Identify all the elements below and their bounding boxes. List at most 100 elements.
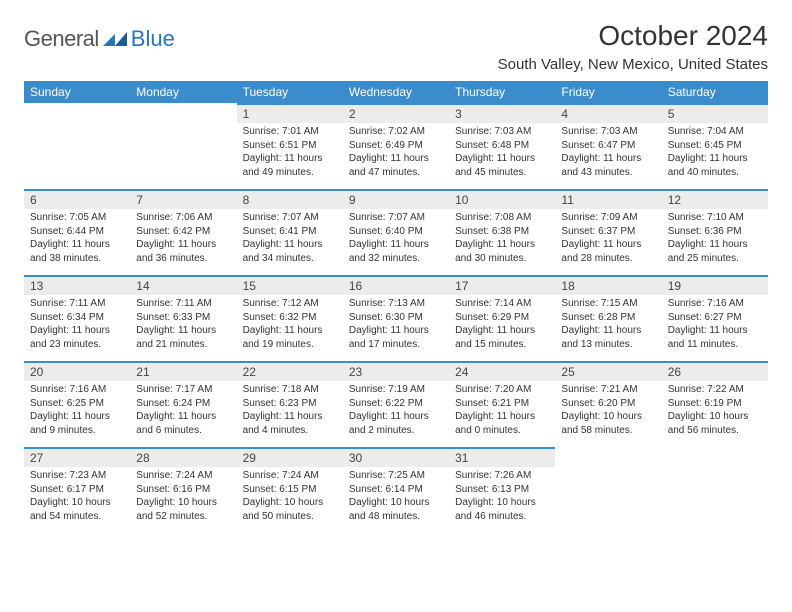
calendar-day-cell: 23Sunrise: 7:19 AMSunset: 6:22 PMDayligh… [343,361,449,447]
calendar-day-cell: 13Sunrise: 7:11 AMSunset: 6:34 PMDayligh… [24,275,130,361]
day-number: 26 [662,361,768,381]
location-text: South Valley, New Mexico, United States [498,56,768,73]
weekday-header: Wednesday [343,81,449,103]
day-number: 25 [555,361,661,381]
day-number: 19 [662,275,768,295]
day-number: 11 [555,189,661,209]
calendar-day-cell: 5Sunrise: 7:04 AMSunset: 6:45 PMDaylight… [662,103,768,189]
calendar-day-cell: 8Sunrise: 7:07 AMSunset: 6:41 PMDaylight… [237,189,343,275]
day-details: Sunrise: 7:06 AMSunset: 6:42 PMDaylight:… [130,209,236,269]
calendar-day-cell: 9Sunrise: 7:07 AMSunset: 6:40 PMDaylight… [343,189,449,275]
logo-text-general: General [24,26,99,52]
calendar-day-cell: 25Sunrise: 7:21 AMSunset: 6:20 PMDayligh… [555,361,661,447]
day-number: 18 [555,275,661,295]
day-details: Sunrise: 7:11 AMSunset: 6:34 PMDaylight:… [24,295,130,355]
day-details: Sunrise: 7:03 AMSunset: 6:48 PMDaylight:… [449,123,555,183]
calendar-day-cell: 19Sunrise: 7:16 AMSunset: 6:27 PMDayligh… [662,275,768,361]
calendar-day-cell: 21Sunrise: 7:17 AMSunset: 6:24 PMDayligh… [130,361,236,447]
calendar-day-cell: 31Sunrise: 7:26 AMSunset: 6:13 PMDayligh… [449,447,555,533]
day-details: Sunrise: 7:16 AMSunset: 6:25 PMDaylight:… [24,381,130,441]
day-number: 21 [130,361,236,381]
day-details: Sunrise: 7:01 AMSunset: 6:51 PMDaylight:… [237,123,343,183]
calendar-day-cell [662,447,768,533]
day-details: Sunrise: 7:20 AMSunset: 6:21 PMDaylight:… [449,381,555,441]
day-details: Sunrise: 7:07 AMSunset: 6:40 PMDaylight:… [343,209,449,269]
calendar-day-cell: 12Sunrise: 7:10 AMSunset: 6:36 PMDayligh… [662,189,768,275]
day-details: Sunrise: 7:24 AMSunset: 6:15 PMDaylight:… [237,467,343,527]
day-number: 29 [237,447,343,467]
day-details: Sunrise: 7:25 AMSunset: 6:14 PMDaylight:… [343,467,449,527]
calendar-day-cell [24,103,130,189]
day-number: 15 [237,275,343,295]
day-number: 8 [237,189,343,209]
day-number: 2 [343,103,449,123]
weekday-header: Saturday [662,81,768,103]
page-title: October 2024 [498,20,768,52]
calendar-day-cell: 29Sunrise: 7:24 AMSunset: 6:15 PMDayligh… [237,447,343,533]
calendar-day-cell: 18Sunrise: 7:15 AMSunset: 6:28 PMDayligh… [555,275,661,361]
calendar-day-cell: 24Sunrise: 7:20 AMSunset: 6:21 PMDayligh… [449,361,555,447]
calendar-day-cell: 17Sunrise: 7:14 AMSunset: 6:29 PMDayligh… [449,275,555,361]
day-number: 5 [662,103,768,123]
day-details: Sunrise: 7:18 AMSunset: 6:23 PMDaylight:… [237,381,343,441]
day-details: Sunrise: 7:02 AMSunset: 6:49 PMDaylight:… [343,123,449,183]
day-details: Sunrise: 7:08 AMSunset: 6:38 PMDaylight:… [449,209,555,269]
calendar-day-cell: 6Sunrise: 7:05 AMSunset: 6:44 PMDaylight… [24,189,130,275]
day-number: 1 [237,103,343,123]
calendar-week-row: 6Sunrise: 7:05 AMSunset: 6:44 PMDaylight… [24,189,768,275]
day-details: Sunrise: 7:10 AMSunset: 6:36 PMDaylight:… [662,209,768,269]
calendar-day-cell [130,103,236,189]
day-details: Sunrise: 7:11 AMSunset: 6:33 PMDaylight:… [130,295,236,355]
day-details: Sunrise: 7:21 AMSunset: 6:20 PMDaylight:… [555,381,661,441]
day-details: Sunrise: 7:09 AMSunset: 6:37 PMDaylight:… [555,209,661,269]
day-details: Sunrise: 7:03 AMSunset: 6:47 PMDaylight:… [555,123,661,183]
weekday-header: Friday [555,81,661,103]
calendar-day-cell: 28Sunrise: 7:24 AMSunset: 6:16 PMDayligh… [130,447,236,533]
calendar-day-cell: 10Sunrise: 7:08 AMSunset: 6:38 PMDayligh… [449,189,555,275]
day-details: Sunrise: 7:07 AMSunset: 6:41 PMDaylight:… [237,209,343,269]
weekday-header: Tuesday [237,81,343,103]
weekday-header: Monday [130,81,236,103]
day-number: 9 [343,189,449,209]
calendar-day-cell: 3Sunrise: 7:03 AMSunset: 6:48 PMDaylight… [449,103,555,189]
calendar-day-cell [555,447,661,533]
day-details: Sunrise: 7:15 AMSunset: 6:28 PMDaylight:… [555,295,661,355]
calendar-day-cell: 1Sunrise: 7:01 AMSunset: 6:51 PMDaylight… [237,103,343,189]
day-number: 16 [343,275,449,295]
calendar-day-cell: 2Sunrise: 7:02 AMSunset: 6:49 PMDaylight… [343,103,449,189]
day-number: 17 [449,275,555,295]
day-number: 4 [555,103,661,123]
day-details: Sunrise: 7:26 AMSunset: 6:13 PMDaylight:… [449,467,555,527]
day-number: 30 [343,447,449,467]
day-details: Sunrise: 7:17 AMSunset: 6:24 PMDaylight:… [130,381,236,441]
day-number: 13 [24,275,130,295]
day-details: Sunrise: 7:05 AMSunset: 6:44 PMDaylight:… [24,209,130,269]
calendar-week-row: 13Sunrise: 7:11 AMSunset: 6:34 PMDayligh… [24,275,768,361]
weekday-header: Sunday [24,81,130,103]
calendar-day-cell: 26Sunrise: 7:22 AMSunset: 6:19 PMDayligh… [662,361,768,447]
day-number: 12 [662,189,768,209]
day-number: 10 [449,189,555,209]
day-number: 6 [24,189,130,209]
day-details: Sunrise: 7:22 AMSunset: 6:19 PMDaylight:… [662,381,768,441]
calendar-day-cell: 11Sunrise: 7:09 AMSunset: 6:37 PMDayligh… [555,189,661,275]
day-number: 14 [130,275,236,295]
day-number: 22 [237,361,343,381]
header: General Blue October 2024 South Valley, … [24,20,768,73]
day-number: 7 [130,189,236,209]
day-number: 28 [130,447,236,467]
logo-mark-icon [103,32,127,46]
weekday-header: Thursday [449,81,555,103]
day-details: Sunrise: 7:12 AMSunset: 6:32 PMDaylight:… [237,295,343,355]
day-number: 3 [449,103,555,123]
day-number: 20 [24,361,130,381]
calendar-header-row: SundayMondayTuesdayWednesdayThursdayFrid… [24,81,768,103]
calendar-day-cell: 22Sunrise: 7:18 AMSunset: 6:23 PMDayligh… [237,361,343,447]
calendar-week-row: 1Sunrise: 7:01 AMSunset: 6:51 PMDaylight… [24,103,768,189]
calendar-day-cell: 27Sunrise: 7:23 AMSunset: 6:17 PMDayligh… [24,447,130,533]
title-block: October 2024 South Valley, New Mexico, U… [498,20,768,73]
day-number: 24 [449,361,555,381]
day-number: 31 [449,447,555,467]
logo: General Blue [24,26,175,52]
day-details: Sunrise: 7:04 AMSunset: 6:45 PMDaylight:… [662,123,768,183]
